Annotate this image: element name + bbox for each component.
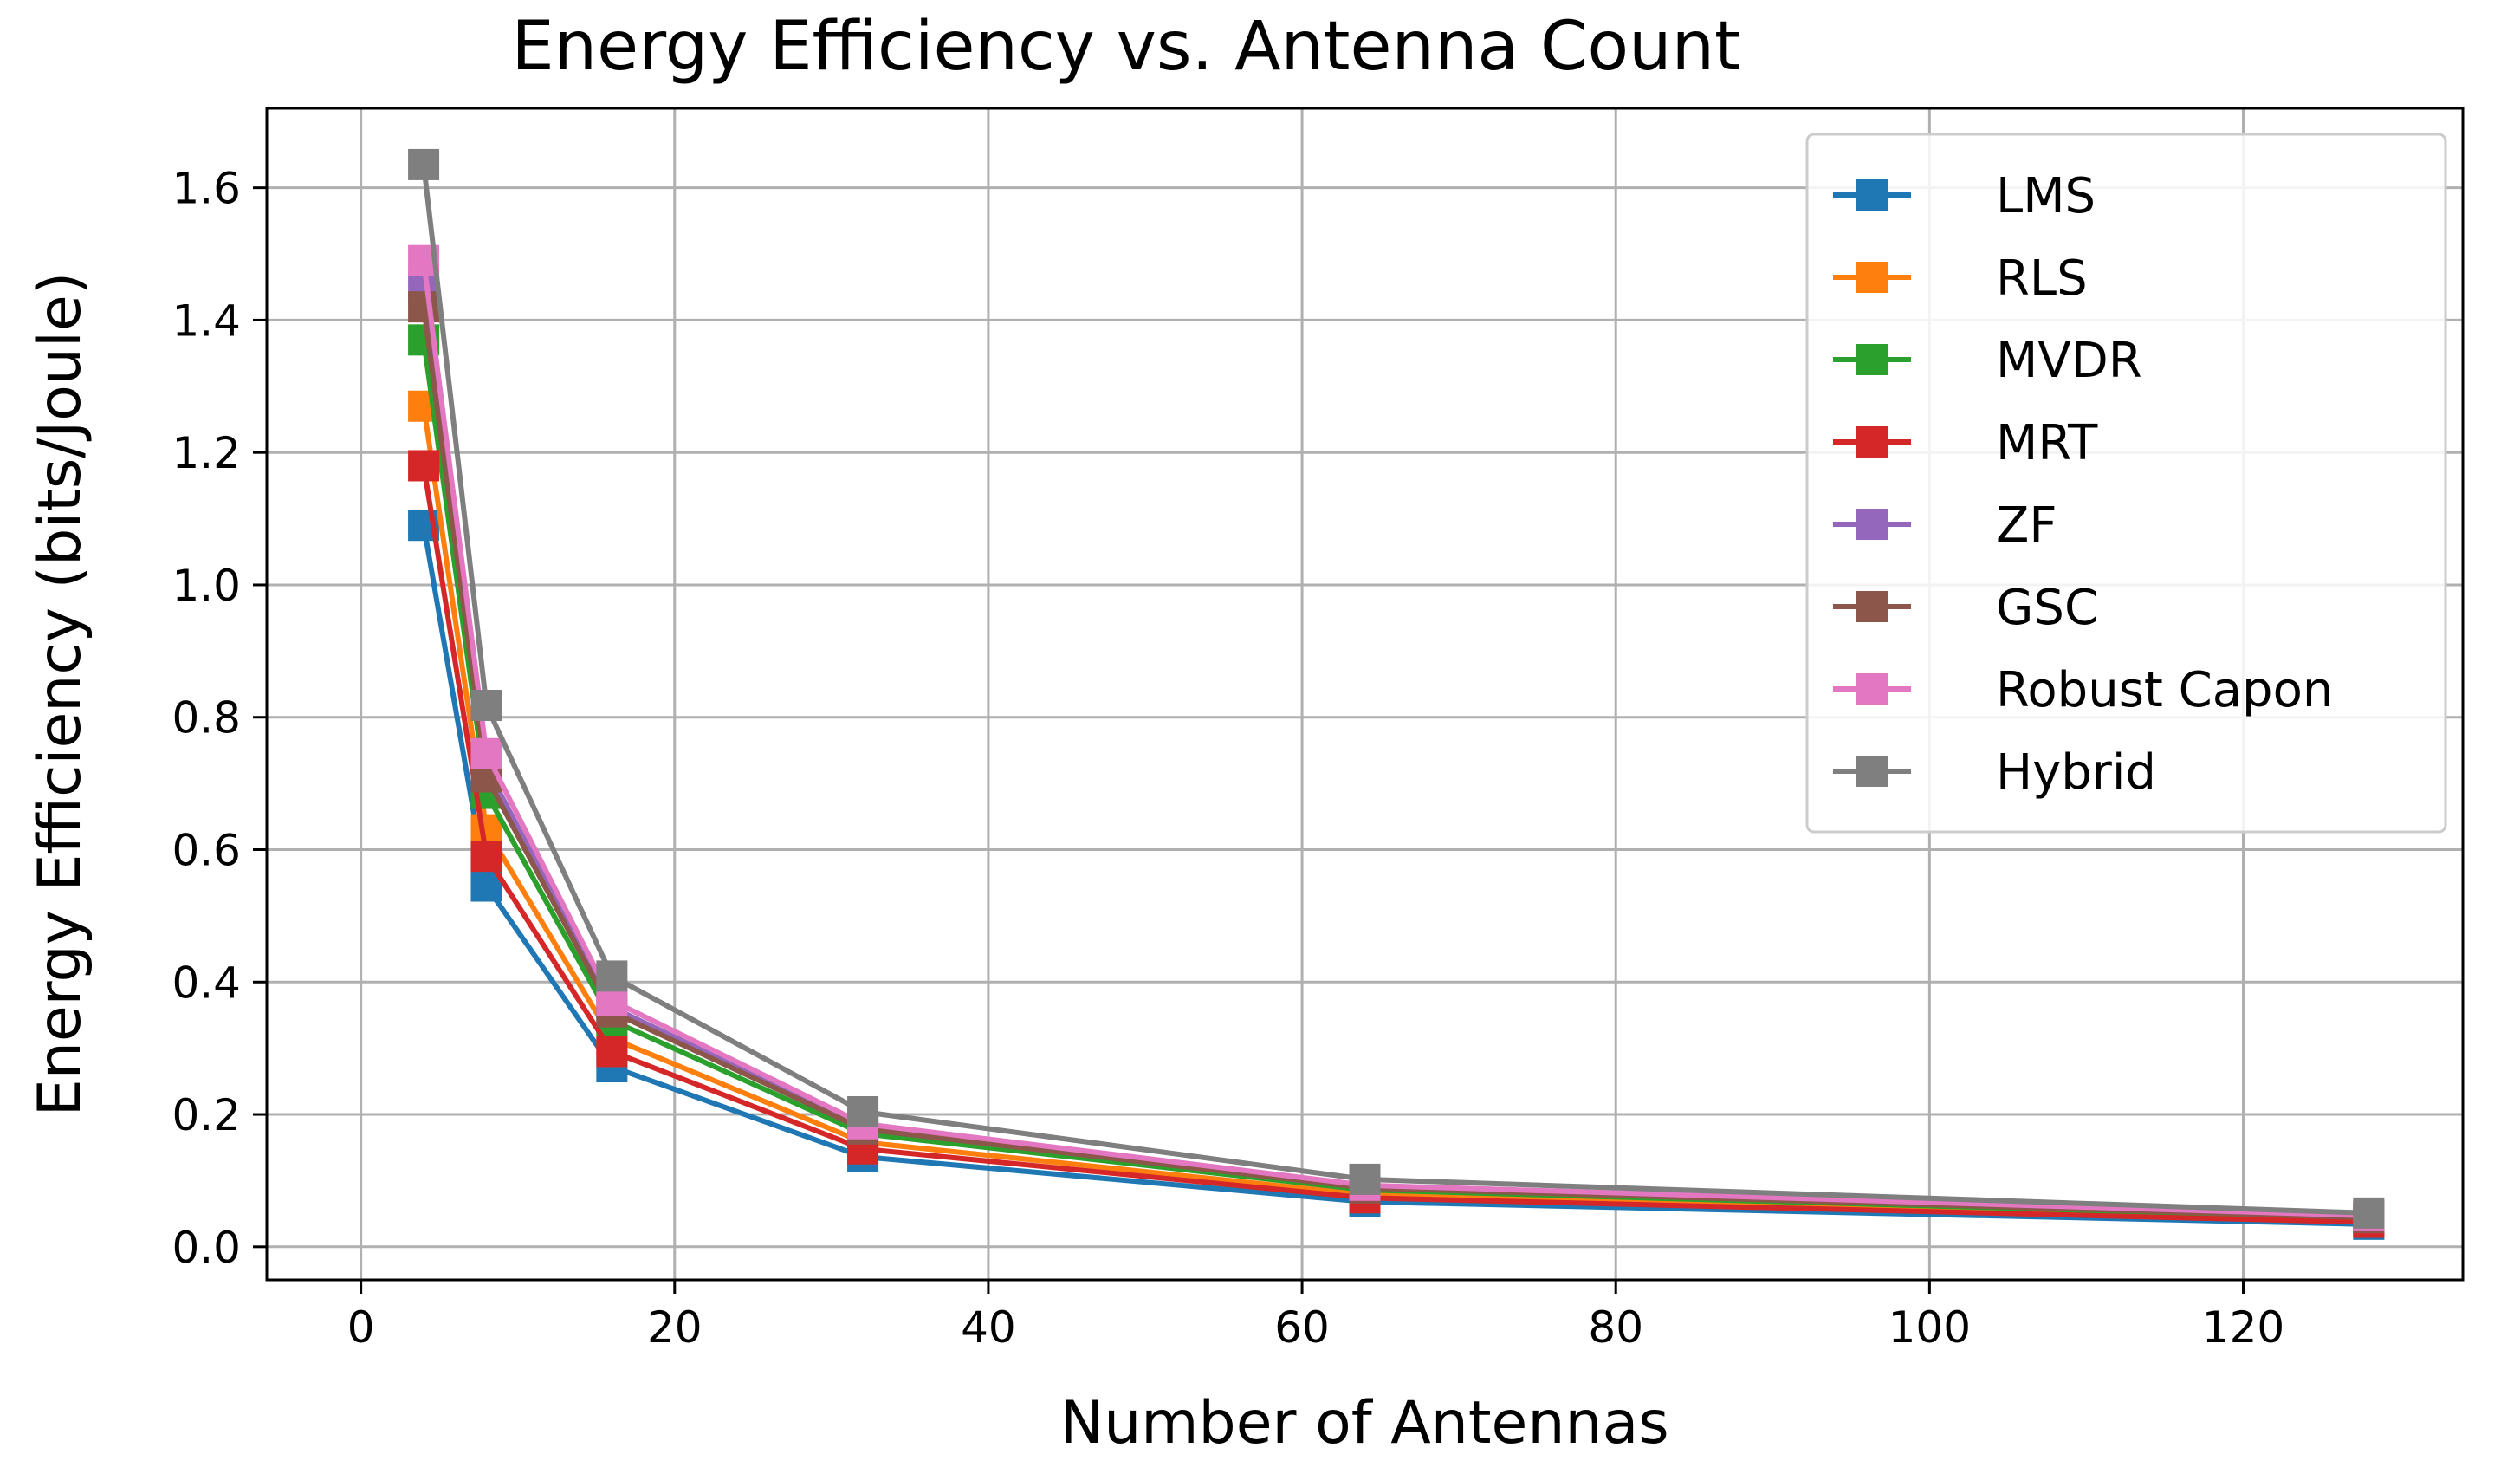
y-tick-label: 0.0 — [172, 1223, 241, 1273]
legend-swatch-marker — [1856, 673, 1888, 705]
data-point-mrt — [596, 1036, 628, 1068]
axis-ticks: 0 20 40 60 80 100 120 0.0 0.2 0.4 0.6 0.8 1.0 1.2 1.4 1… — [172, 164, 2284, 1353]
legend-box — [1805, 133, 2447, 834]
data-point-mrt — [470, 841, 502, 873]
x-tick-label: 100 — [1888, 1302, 1971, 1353]
y-tick-label: 1.0 — [172, 561, 241, 611]
series-line-robust-capon — [421, 260, 2369, 1218]
x-tick-label: 40 — [961, 1302, 1016, 1353]
y-tick-label: 0.6 — [172, 826, 241, 876]
chart-title: Energy Efficiency vs. Antenna Count — [511, 8, 1740, 86]
legend-swatch-marker — [1856, 262, 1888, 293]
x-tick-label: 0 — [347, 1302, 375, 1353]
legend-swatch-marker — [1856, 591, 1888, 622]
x-tick-label: 80 — [1588, 1302, 1643, 1353]
x-tick-label: 20 — [647, 1302, 703, 1353]
y-tick-label: 1.6 — [172, 164, 241, 214]
y-tick-label: 1.2 — [172, 428, 241, 478]
data-point-hybrid — [408, 148, 440, 180]
y-tick-label: 0.4 — [172, 958, 241, 1008]
legend-label: RLS — [1996, 250, 2088, 307]
x-axis-label: Number of Antennas — [1059, 1389, 1668, 1458]
legend-label: MRT — [1996, 415, 2098, 471]
legend-label: ZF — [1996, 497, 2057, 554]
y-tick-label: 0.8 — [172, 693, 241, 743]
legend-label: LMS — [1996, 168, 2096, 224]
legend-label: GSC — [1996, 580, 2098, 636]
legend-label: Robust Capon — [1996, 662, 2333, 718]
data-point-robust-capon — [470, 737, 502, 769]
data-point-gsc — [408, 291, 440, 323]
y-axis-label: Energy Efficiency (bits/Joule) — [26, 272, 94, 1116]
x-tick-label: 60 — [1274, 1302, 1330, 1353]
data-point-hybrid — [1349, 1163, 1381, 1195]
legend-swatch-marker — [1856, 344, 1888, 375]
plot-frame — [265, 107, 2465, 1282]
y-tick-label: 0.2 — [172, 1090, 241, 1140]
legend-swatch-marker — [1856, 426, 1888, 458]
data-point-hybrid — [2353, 1197, 2385, 1229]
data-point-mrt — [408, 450, 440, 482]
data-point-hybrid — [847, 1095, 879, 1127]
legend-swatch-marker — [1856, 756, 1888, 787]
legend-label: MVDR — [1996, 333, 2142, 389]
y-tick-label: 1.4 — [172, 295, 241, 346]
series-hybrid — [408, 148, 2385, 1229]
x-tick-label: 120 — [2202, 1302, 2284, 1353]
series-group — [408, 148, 2385, 1240]
legend-swatch-marker — [1856, 509, 1888, 540]
data-point-hybrid — [470, 689, 502, 721]
legend: LMS RLS MVDR MRT ZF GSC Robust Capon Hybrid — [1805, 133, 2447, 834]
legend-swatch-marker — [1856, 179, 1888, 211]
data-point-hybrid — [596, 960, 628, 992]
series-line-hybrid — [421, 164, 2369, 1216]
legend-label: Hybrid — [1996, 744, 2156, 801]
